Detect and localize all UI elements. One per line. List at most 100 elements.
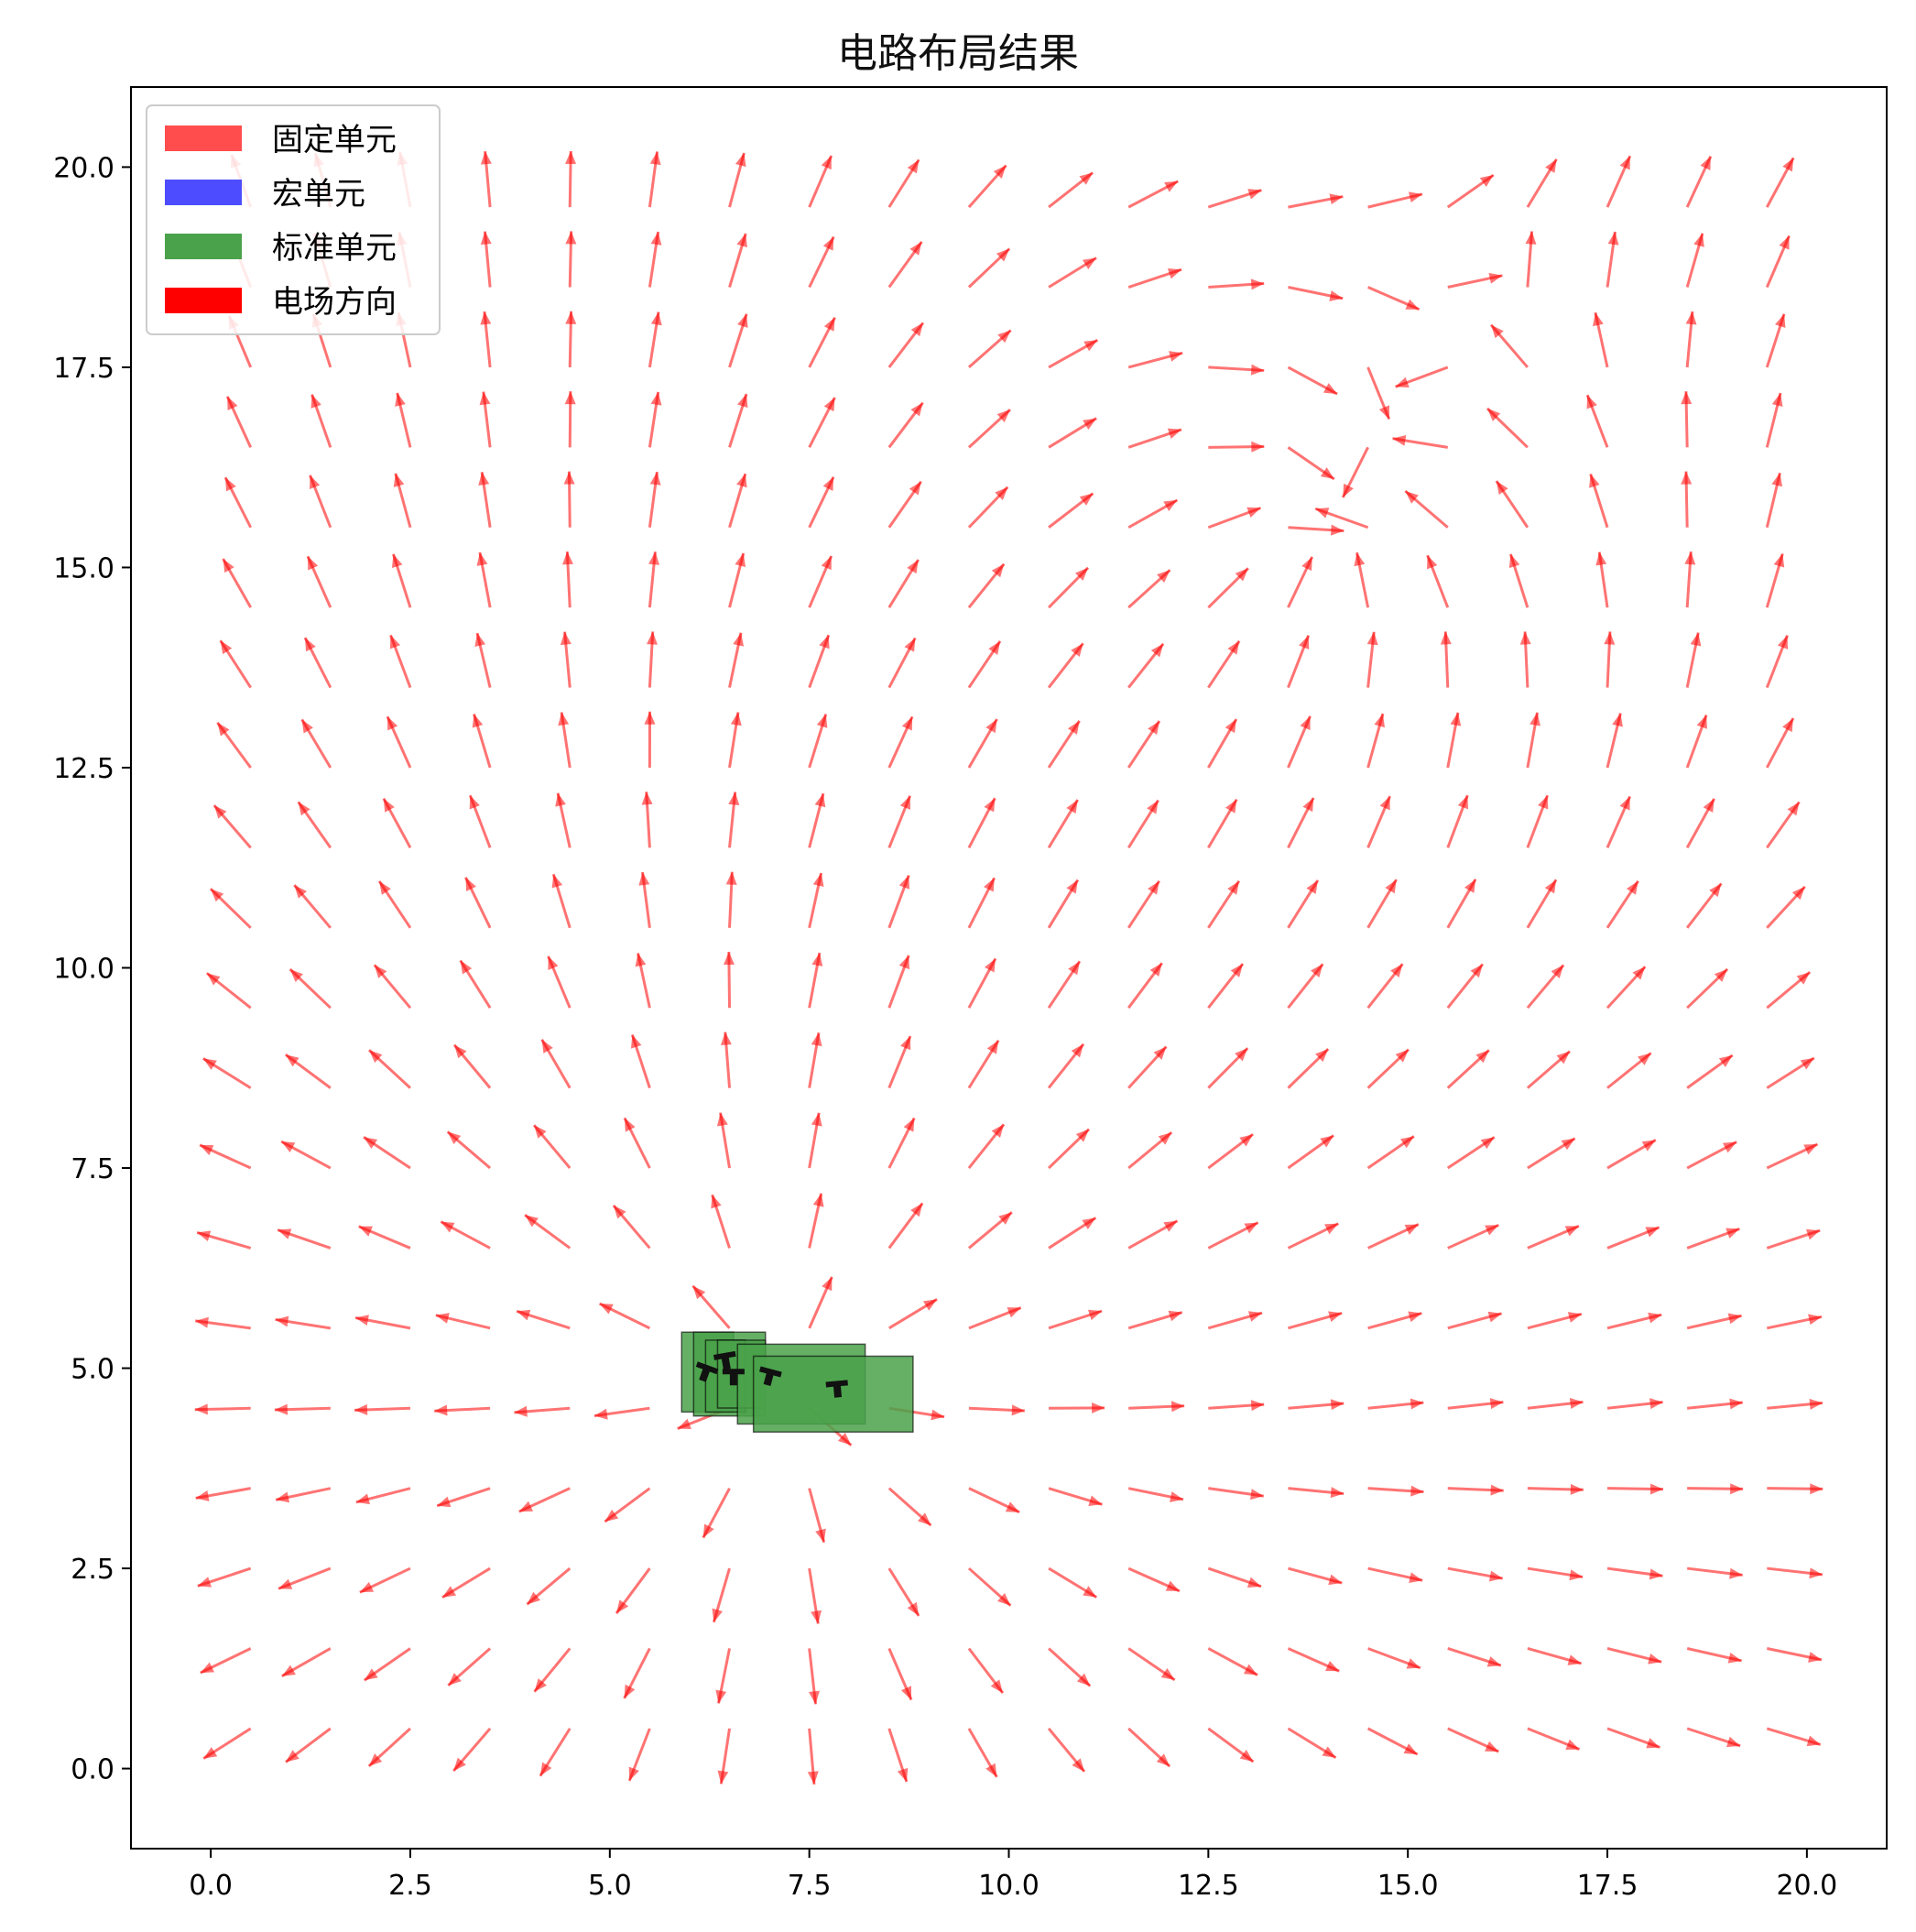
field-arrowhead <box>728 791 740 806</box>
field-arrowhead <box>548 955 559 971</box>
field-arrowhead <box>1488 272 1503 284</box>
field-arrowhead <box>635 953 647 967</box>
field-arrowhead <box>823 397 835 412</box>
field-arrowhead <box>195 1316 209 1328</box>
pin-marker <box>722 1369 745 1386</box>
field-arrowhead <box>1390 964 1403 977</box>
field-arrowhead <box>1366 631 1378 646</box>
axes-frame <box>130 86 1888 1850</box>
field-arrowhead <box>206 973 221 986</box>
field-arrowhead <box>358 1226 373 1237</box>
field-arrowhead <box>1479 175 1494 187</box>
field-arrowhead <box>1729 1567 1743 1579</box>
field-arrowhead <box>1530 712 1540 726</box>
y-tick-label: 17.5 <box>53 353 114 385</box>
field-arrowhead <box>448 1673 462 1686</box>
field-arrowhead <box>903 1118 915 1132</box>
field-arrowhead <box>1244 1222 1258 1234</box>
field-arrowhead <box>200 1662 214 1674</box>
field-arrowhead <box>1649 1568 1663 1580</box>
field-arrowhead <box>736 474 747 488</box>
field-arrowhead <box>735 552 746 567</box>
legend-label: 固定单元 <box>272 122 397 158</box>
x-tick-label: 15.0 <box>1377 1870 1439 1902</box>
field-arrowhead <box>910 402 923 417</box>
field-arrowhead <box>733 632 745 647</box>
legend-label: 宏单元 <box>272 176 365 213</box>
field-arrowhead <box>474 633 486 648</box>
field-arrowhead <box>1480 1137 1495 1150</box>
field-arrowhead <box>1315 508 1330 518</box>
field-arrowhead <box>305 638 316 652</box>
field-arrowhead <box>898 955 909 970</box>
field-arrowhead <box>807 1771 819 1785</box>
field-arrowhead <box>1148 880 1159 895</box>
field-arrowhead <box>1158 1132 1172 1145</box>
field-arrowhead <box>551 874 563 889</box>
field-arrowhead <box>822 476 834 491</box>
field-arrowhead <box>1374 714 1385 728</box>
field-arrowhead <box>541 1039 553 1053</box>
field-arrowhead <box>1410 1485 1424 1497</box>
field-arrowhead <box>1239 1134 1254 1147</box>
y-tick-label: 7.5 <box>71 1153 114 1185</box>
field-arrowhead <box>1586 395 1597 409</box>
field-arrowhead <box>213 805 227 819</box>
field-arrowhead <box>479 391 491 406</box>
legend-swatch <box>165 180 242 205</box>
field-arrowhead <box>285 1750 299 1763</box>
y-tick-label: 15.0 <box>53 552 114 584</box>
field-arrowhead <box>1072 1758 1085 1772</box>
field-arrowhead <box>1806 1735 1821 1747</box>
standard-cell <box>752 1355 914 1433</box>
field-arrowhead <box>1782 158 1794 172</box>
field-arrowhead <box>562 551 573 565</box>
field-arrowhead <box>1323 383 1338 395</box>
x-tick-label: 7.5 <box>788 1870 832 1902</box>
field-arrowhead <box>1230 964 1244 977</box>
field-arrowhead <box>1404 1224 1419 1235</box>
field-arrowhead <box>285 1054 299 1067</box>
field-arrowhead <box>1250 1400 1265 1412</box>
field-arrowhead <box>1775 313 1786 328</box>
field-arrowhead <box>1395 1049 1409 1063</box>
legend-swatch <box>165 234 242 259</box>
field-arrowhead <box>1808 1314 1823 1326</box>
y-tick-label: 20.0 <box>53 152 114 184</box>
field-arrowhead <box>1619 156 1630 170</box>
field-arrowhead <box>1163 499 1178 511</box>
field-arrowhead <box>1488 1570 1503 1582</box>
field-arrowhead <box>692 1285 706 1300</box>
y-tick-label: 10.0 <box>53 954 114 986</box>
field-arrowhead <box>1328 1574 1343 1586</box>
field-arrowhead <box>1725 1736 1741 1748</box>
field-arrowhead <box>1729 1398 1743 1410</box>
legend-swatch <box>165 288 242 313</box>
field-arrowhead <box>1730 1483 1744 1495</box>
field-arrowhead <box>1088 1495 1103 1506</box>
field-arrowhead <box>1485 1741 1499 1752</box>
field-arrowhead <box>1320 1135 1334 1148</box>
field-arrowhead <box>374 965 387 978</box>
field-arrowhead <box>1810 1483 1823 1495</box>
legend-label: 电场方向 <box>272 284 397 321</box>
field-arrowhead <box>310 475 321 490</box>
field-arrowhead <box>278 1578 293 1589</box>
field-arrowhead <box>195 1490 210 1501</box>
field-arrowhead <box>901 716 913 731</box>
field-arrowhead <box>203 1747 218 1759</box>
field-arrowhead <box>998 1212 1012 1225</box>
chart-title: 电路布局结果 <box>837 30 1079 77</box>
field-arrowhead <box>355 1493 370 1505</box>
field-arrowhead <box>997 1592 1011 1606</box>
field-arrowhead <box>1157 570 1170 584</box>
field-arrowhead <box>1074 567 1089 581</box>
x-tick-label: 20.0 <box>1776 1870 1837 1902</box>
field-arrowhead <box>1167 267 1182 279</box>
x-tick-label: 5.0 <box>588 1870 632 1902</box>
field-arrowhead <box>1685 311 1697 325</box>
field-arrowhead <box>1330 1399 1344 1411</box>
field-arrowhead <box>289 969 303 983</box>
field-arrowhead <box>624 1684 636 1698</box>
